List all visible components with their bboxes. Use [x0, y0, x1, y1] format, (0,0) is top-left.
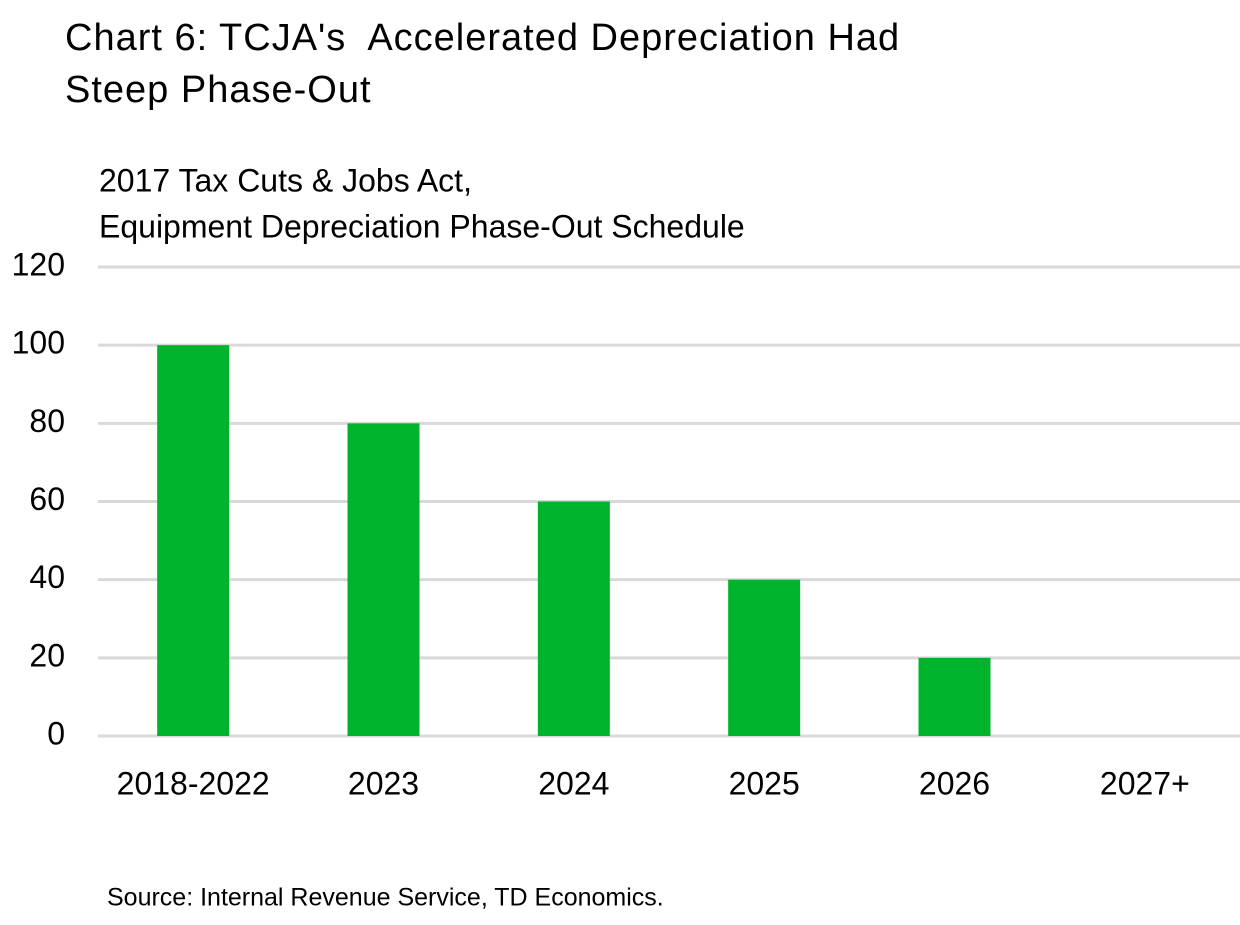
y-tick-label: 80 — [29, 403, 65, 439]
x-tick-label: 2026 — [919, 765, 990, 801]
y-tick-label: 100 — [12, 325, 65, 361]
chart-title: Steep Phase-Out — [65, 69, 372, 111]
x-tick-label: 2023 — [348, 765, 419, 801]
chart-subtitle: 2017 Tax Cuts & Jobs Act, — [99, 162, 472, 198]
x-tick-label: 2025 — [729, 765, 800, 801]
y-tick-label: 20 — [29, 637, 65, 673]
y-tick-label: 40 — [29, 559, 65, 595]
y-tick-label: 0 — [47, 715, 65, 751]
bar — [347, 423, 420, 736]
source-note: Source: Internal Revenue Service, TD Eco… — [107, 884, 664, 912]
chart-subtitle: Equipment Depreciation Phase-Out Schedul… — [99, 208, 745, 244]
bar — [918, 657, 991, 736]
bar — [728, 579, 801, 736]
y-tick-label: 60 — [29, 481, 65, 517]
chart-title: Chart 6: TCJA's Accelerated Depreciation… — [65, 17, 900, 59]
x-tick-label: 2027+ — [1100, 765, 1190, 801]
bar — [537, 501, 610, 736]
x-tick-label: 2024 — [538, 765, 609, 801]
bar — [157, 345, 230, 736]
x-tick-label: 2018-2022 — [117, 765, 270, 801]
y-tick-label: 120 — [12, 246, 65, 282]
